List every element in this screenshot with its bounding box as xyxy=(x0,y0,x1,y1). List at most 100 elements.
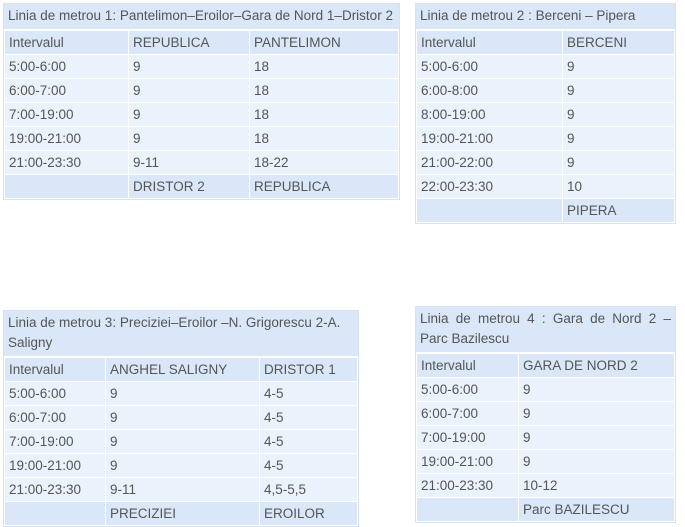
header-row-cell: REPUBLICA xyxy=(128,30,250,55)
table-row-cell: 18 xyxy=(249,78,399,103)
footer-row-cell: PRECIZIEI xyxy=(105,501,260,526)
table-row-cell: 18 xyxy=(249,54,399,79)
table-row-cell: 4,5-5,5 xyxy=(259,477,358,502)
metro-line-1-table: Linia de metrou 1: Pantelimon–Eroilor–Ga… xyxy=(3,3,400,200)
table-row-cell: 5:00-6:00 xyxy=(416,54,563,79)
table-row: 5:00-6:00 9 xyxy=(416,54,675,79)
table-row-cell: 4-5 xyxy=(259,453,358,478)
table-caption: Linia de metrou 2 : Berceni – Pipera xyxy=(416,4,675,30)
schedule-grid: Intervalul ANGHEL SALIGNY DRISTOR 1 5:00-6:… xyxy=(4,357,358,526)
header-row-cell: Intervalul xyxy=(4,30,129,55)
table-row-cell: 5:00-6:00 xyxy=(4,381,106,406)
metro-line-4-table: Linia de metrou 4 : Gara de Nord 2 – Par… xyxy=(415,306,676,523)
table-row-cell: 10 xyxy=(562,174,675,199)
footer-row: DRISTOR 2 REPUBLICA xyxy=(4,174,399,199)
table-row-cell: 9 xyxy=(518,425,675,450)
table-caption: Linia de metrou 1: Pantelimon–Eroilor–Ga… xyxy=(4,4,399,30)
table-row: 6:00-7:00 9 xyxy=(416,401,675,426)
header-row-cell: Intervalul xyxy=(416,353,519,378)
table-row-cell: 9-11 xyxy=(105,477,260,502)
table-row: 19:00-21:00 9 xyxy=(416,449,675,474)
metro-line-3-table: Linia de metrou 3: Preciziei–Eroilor –N.… xyxy=(3,310,359,527)
table-row-cell: 9 xyxy=(128,102,250,127)
table-row-cell: 9-11 xyxy=(128,150,250,175)
footer-row-cell: EROILOR xyxy=(259,501,358,526)
footer-row: Parc BAZILESCU xyxy=(416,497,675,522)
footer-row-cell: REPUBLICA xyxy=(249,174,399,199)
table-row-cell: 18 xyxy=(249,126,399,151)
footer-row-cell xyxy=(416,497,519,522)
table-row-cell: 21:00-22:00 xyxy=(416,150,563,175)
table-row-cell: 4-5 xyxy=(259,429,358,454)
table-row-cell: 21:00-23:30 xyxy=(416,473,519,498)
table-row-cell: 6:00-7:00 xyxy=(4,405,106,430)
footer-row-cell xyxy=(4,174,129,199)
table-row: 6:00-8:00 9 xyxy=(416,78,675,103)
header-row-cell: Intervalul xyxy=(416,30,563,55)
table-row-cell: 9 xyxy=(128,54,250,79)
table-caption: Linia de metrou 3: Preciziei–Eroilor –N.… xyxy=(4,311,358,357)
table-row-cell: 5:00-6:00 xyxy=(416,377,519,402)
header-row-cell: DRISTOR 1 xyxy=(259,357,358,382)
footer-row: PIPERA xyxy=(416,198,675,223)
table-row-cell: 9 xyxy=(562,78,675,103)
table-row: 6:00-7:00 9 18 xyxy=(4,78,399,103)
table-row-cell: 8:00-19:00 xyxy=(416,102,563,127)
table-row-cell: 9 xyxy=(105,453,260,478)
schedule-grid: Intervalul GARA DE NORD 2 5:00-6:00 9 6:00-7… xyxy=(416,353,675,522)
header-row-cell: GARA DE NORD 2 xyxy=(518,353,675,378)
header-row-cell: Intervalul xyxy=(4,357,106,382)
header-row: Intervalul BERCENI xyxy=(416,30,675,55)
table-row-cell: 7:00-19:00 xyxy=(4,102,129,127)
table-row-cell: 9 xyxy=(518,401,675,426)
header-row: Intervalul GARA DE NORD 2 xyxy=(416,353,675,378)
footer-row-cell: Parc BAZILESCU xyxy=(518,497,675,522)
table-row: 21:00-23:30 9-11 4,5-5,5 xyxy=(4,477,358,502)
table-row-cell: 21:00-23:30 xyxy=(4,477,106,502)
table-row: 8:00-19:00 9 xyxy=(416,102,675,127)
table-row-cell: 9 xyxy=(105,429,260,454)
table-row-cell: 9 xyxy=(562,54,675,79)
table-row: 21:00-22:00 9 xyxy=(416,150,675,175)
table-row-cell: 7:00-19:00 xyxy=(416,425,519,450)
table-row-cell: 6:00-7:00 xyxy=(416,401,519,426)
table-row-cell: 9 xyxy=(562,102,675,127)
table-row: 7:00-19:00 9 4-5 xyxy=(4,429,358,454)
footer-row-cell: PIPERA xyxy=(562,198,675,223)
table-row-cell: 19:00-21:00 xyxy=(4,453,106,478)
footer-row-cell xyxy=(416,198,563,223)
table-row-cell: 9 xyxy=(105,405,260,430)
header-row-cell: BERCENI xyxy=(562,30,675,55)
schedule-grid: Intervalul BERCENI 5:00-6:00 9 6:00-8:00 9 8:0… xyxy=(416,30,675,223)
table-row-cell: 9 xyxy=(518,377,675,402)
schedule-grid: Intervalul REPUBLICA PANTELIMON 5:00-6:00 9 1… xyxy=(4,30,399,199)
table-row-cell: 6:00-8:00 xyxy=(416,78,563,103)
table-row: 6:00-7:00 9 4-5 xyxy=(4,405,358,430)
table-row-cell: 10-12 xyxy=(518,473,675,498)
table-row: 7:00-19:00 9 xyxy=(416,425,675,450)
table-row-cell: 9 xyxy=(128,78,250,103)
table-row-cell: 18-22 xyxy=(249,150,399,175)
table-row-cell: 7:00-19:00 xyxy=(4,429,106,454)
footer-row-cell xyxy=(4,501,106,526)
table-row-cell: 9 xyxy=(105,381,260,406)
metro-line-2-table: Linia de metrou 2 : Berceni – Pipera Inte… xyxy=(415,3,676,224)
table-row-cell: 9 xyxy=(128,126,250,151)
table-row: 5:00-6:00 9 4-5 xyxy=(4,381,358,406)
table-row-cell: 5:00-6:00 xyxy=(4,54,129,79)
table-row-cell: 9 xyxy=(518,449,675,474)
table-row: 19:00-21:00 9 xyxy=(416,126,675,151)
header-row-cell: ANGHEL SALIGNY xyxy=(105,357,260,382)
table-row: 5:00-6:00 9 18 xyxy=(4,54,399,79)
table-row-cell: 18 xyxy=(249,102,399,127)
table-row-cell: 19:00-21:00 xyxy=(416,126,563,151)
footer-row: PRECIZIEI EROILOR xyxy=(4,501,358,526)
table-row: 22:00-23:30 10 xyxy=(416,174,675,199)
footer-row-cell: DRISTOR 2 xyxy=(128,174,250,199)
header-row: Intervalul ANGHEL SALIGNY DRISTOR 1 xyxy=(4,357,358,382)
table-row-cell: 4-5 xyxy=(259,381,358,406)
table-row: 21:00-23:30 10-12 xyxy=(416,473,675,498)
header-row-cell: PANTELIMON xyxy=(249,30,399,55)
table-row-cell: 19:00-21:00 xyxy=(416,449,519,474)
table-row-cell: 6:00-7:00 xyxy=(4,78,129,103)
